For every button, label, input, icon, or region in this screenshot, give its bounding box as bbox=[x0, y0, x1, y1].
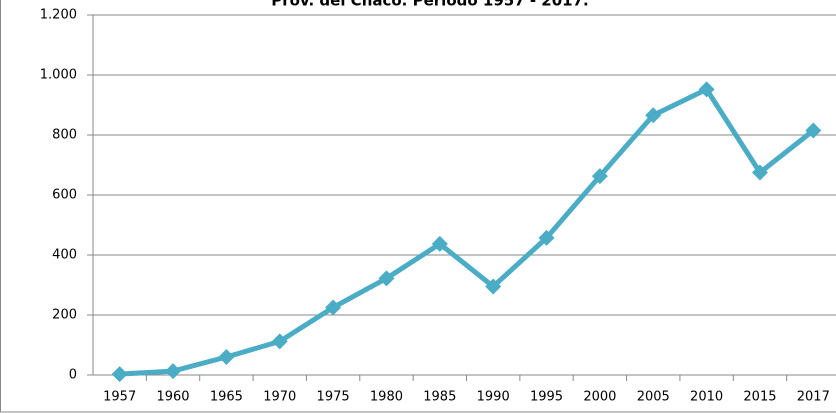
x-tick-label: 2010 bbox=[690, 390, 723, 405]
x-tick-label: 2005 bbox=[637, 390, 670, 405]
data-point bbox=[165, 363, 182, 380]
data-line bbox=[119, 86, 815, 377]
x-tick-label: 2017 bbox=[797, 390, 830, 405]
x-tick-label: 1970 bbox=[263, 390, 296, 405]
data-point bbox=[538, 229, 555, 246]
x-tick-label: 2000 bbox=[583, 390, 616, 405]
data-point bbox=[111, 366, 128, 383]
y-tick-label: 1.000 bbox=[40, 68, 77, 83]
y-tick-label: 600 bbox=[52, 188, 77, 203]
data-point bbox=[698, 81, 715, 98]
data-point bbox=[218, 349, 235, 365]
data-point bbox=[485, 278, 502, 295]
x-tick-label: 1965 bbox=[210, 390, 243, 405]
data-point bbox=[751, 164, 768, 181]
data-point bbox=[431, 235, 448, 252]
x-tick-label: 1975 bbox=[317, 390, 350, 405]
data-point bbox=[805, 122, 822, 139]
x-tick-label: 1980 bbox=[370, 390, 403, 405]
x-tick-label: 1995 bbox=[530, 390, 563, 405]
y-tick-label: 800 bbox=[52, 128, 77, 143]
x-tick-label: 1960 bbox=[156, 390, 189, 405]
chart-title: Prov. del Chaco. Período 1957 - 2017. bbox=[271, 0, 589, 10]
data-point bbox=[325, 299, 342, 316]
y-tick-label: 200 bbox=[52, 308, 77, 323]
x-tick-label: 2015 bbox=[743, 390, 776, 405]
x-tick-label: 1985 bbox=[423, 390, 456, 405]
x-tick-label: 1990 bbox=[477, 390, 510, 405]
data-point bbox=[645, 107, 662, 124]
y-tick-label: 400 bbox=[52, 248, 77, 263]
data-point bbox=[378, 270, 395, 287]
x-tick-label: 1957 bbox=[103, 390, 136, 405]
y-tick-label: 0 bbox=[69, 368, 77, 383]
data-point bbox=[271, 333, 288, 350]
data-point bbox=[591, 168, 608, 185]
y-tick-label: 1.200 bbox=[40, 8, 77, 23]
